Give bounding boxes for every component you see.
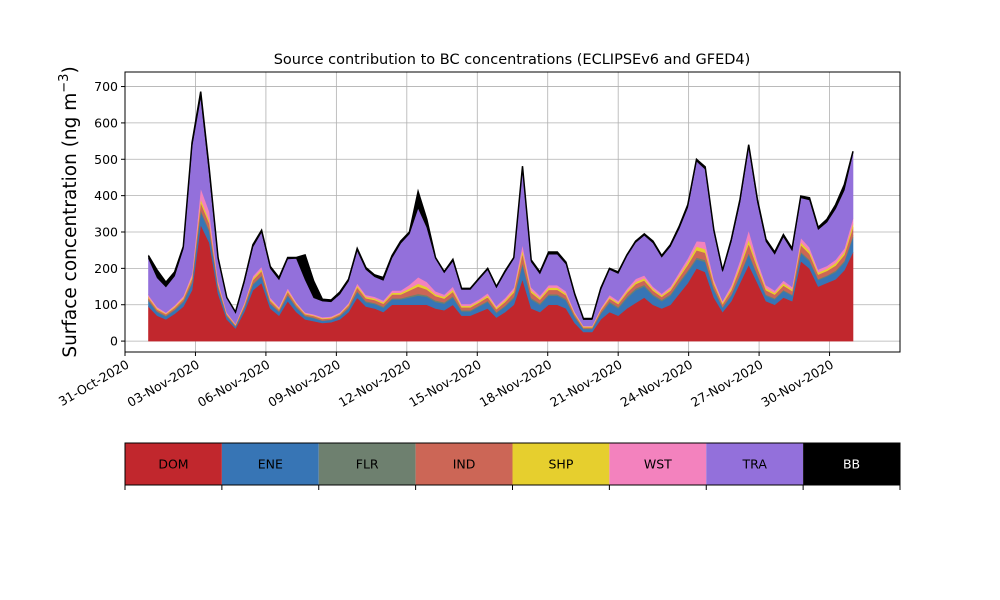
legend-swatch-flr xyxy=(318,443,416,485)
y-tick-label: 400 xyxy=(94,188,118,203)
x-tick-label: 27-Nov-2020 xyxy=(688,357,766,410)
y-tick-label: 100 xyxy=(94,297,118,312)
x-tick-label: 24-Nov-2020 xyxy=(618,357,696,410)
legend-label-shp: SHP xyxy=(549,457,574,472)
legend-label-dom: DOM xyxy=(158,457,188,472)
legend-swatch-ene xyxy=(221,443,319,485)
y-axis-label-main: Surface concentration (ng m xyxy=(60,93,81,358)
legend-label-flr: FLR xyxy=(356,457,379,472)
legend-label-ind: IND xyxy=(453,457,476,472)
legend-swatch-tra xyxy=(706,443,804,485)
x-tick-label: 30-Nov-2020 xyxy=(759,357,837,410)
x-tick-label: 09-Nov-2020 xyxy=(265,357,343,410)
plot-frame xyxy=(124,71,901,353)
y-tick-label: 600 xyxy=(94,115,118,130)
source-legend-colorbar: DOM ENE FLR IND SHP WST TRA BB xyxy=(124,442,901,490)
legend-swatch-shp xyxy=(512,443,610,485)
y-tick-label: 300 xyxy=(94,225,118,240)
legend-swatch-dom xyxy=(125,443,222,485)
legend-label-ene: ENE xyxy=(258,457,283,472)
stacked-areas xyxy=(147,91,854,342)
x-tick-label: 18-Nov-2020 xyxy=(477,357,555,410)
x-tick-label: 03-Nov-2020 xyxy=(124,357,202,410)
x-tick-label: 31-Oct-2020 xyxy=(56,357,132,409)
x-tick-label: 21-Nov-2020 xyxy=(547,357,625,410)
y-axis-label: Surface concentration (ng m−3) xyxy=(57,66,81,357)
y-axis-label-close: ) xyxy=(60,66,81,73)
y-axis-label-exponent: −3 xyxy=(57,74,72,93)
chart-title: Source contribution to BC concentrations… xyxy=(274,52,751,68)
y-tick-label: 500 xyxy=(94,152,118,167)
y-tick-label: 200 xyxy=(94,261,118,276)
x-tick-label: 15-Nov-2020 xyxy=(406,357,484,410)
legend-swatch-bb xyxy=(803,443,900,485)
total-outline xyxy=(147,91,854,320)
x-tick-label: 06-Nov-2020 xyxy=(195,357,273,410)
legend-swatch-wst xyxy=(609,443,707,485)
legend-label-bb: BB xyxy=(843,457,860,472)
y-tick-label: 700 xyxy=(94,79,118,94)
legend-label-tra: TRA xyxy=(742,457,768,472)
legend-label-wst: WST xyxy=(644,457,672,472)
y-tick-label: 0 xyxy=(110,334,118,349)
legend-swatch-ind xyxy=(415,443,513,485)
x-tick-label: 12-Nov-2020 xyxy=(336,357,414,410)
